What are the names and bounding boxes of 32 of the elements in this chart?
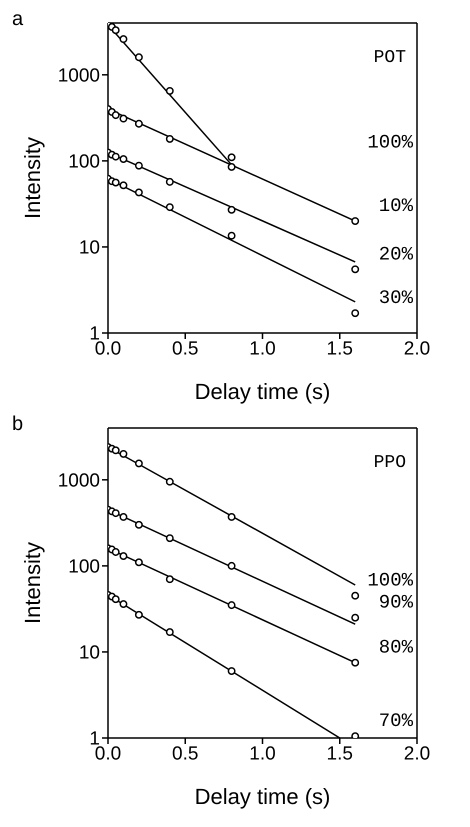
- series-label: 100%: [367, 570, 414, 592]
- chart-title: b: [12, 413, 24, 436]
- annotation: POT: [374, 48, 406, 68]
- text: 100%: [367, 131, 414, 154]
- y-tick-label: 1000: [58, 66, 100, 87]
- x-axis-title: Delay time (s): [194, 379, 330, 404]
- series-label: 80%: [378, 636, 414, 659]
- x-tick-label: 2.0: [404, 338, 430, 360]
- y-tick-label: 1000: [58, 470, 100, 492]
- x-tick-label: 1.5: [326, 743, 353, 764]
- series-label: 10%: [378, 195, 414, 218]
- x-tick-label: 0.0: [94, 743, 122, 764]
- y-tick-label: 100: [68, 152, 100, 173]
- x-tick-label: 0.5: [172, 338, 198, 360]
- y-tick-label: 10: [78, 238, 100, 259]
- x-axis-title: Delay time (s): [194, 784, 330, 809]
- series-label: 20%: [378, 243, 414, 266]
- x-tick-label: 1.5: [326, 338, 353, 360]
- y-tick-label: 10: [78, 642, 100, 664]
- series-label: 70%: [378, 710, 414, 732]
- x-tick-label: 0.5: [172, 743, 198, 764]
- series-label: 30%: [378, 287, 414, 310]
- x-tick-label: 1.0: [249, 338, 276, 360]
- chart-title: a: [12, 8, 24, 31]
- y-axis-title: Intensity: [20, 542, 45, 624]
- y-tick-label: 100: [68, 556, 100, 578]
- annotation: PPO: [374, 453, 406, 473]
- x-tick-label: 1.0: [249, 743, 276, 764]
- x-tick-label: 0.0: [94, 338, 122, 360]
- x-tick-label: 2.0: [404, 743, 430, 764]
- y-axis-title: Intensity: [20, 137, 45, 219]
- series-label: 90%: [378, 592, 414, 614]
